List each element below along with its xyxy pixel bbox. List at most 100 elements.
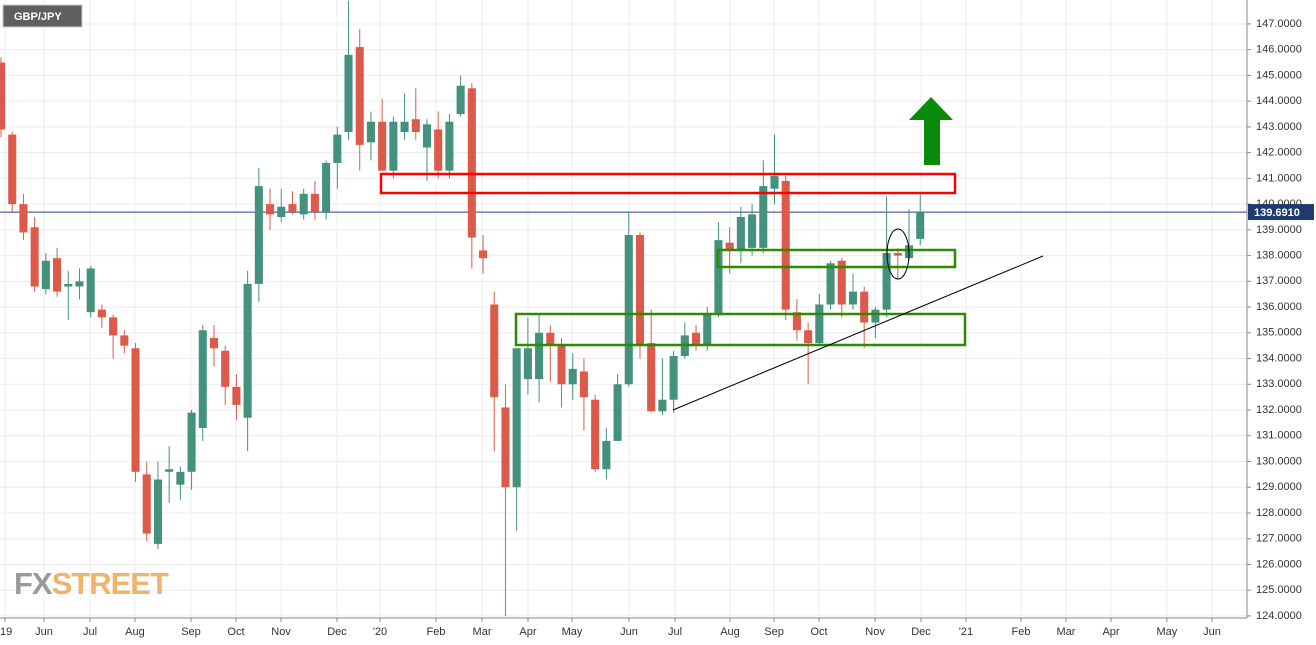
candle-body [871,309,880,323]
price-axis [1247,0,1316,645]
candle-body [467,88,476,238]
candle-body [86,268,95,313]
candle-body [310,193,319,212]
axes: 124.0000 125.0000 126.0000 127.0000 128.0000… [0,18,1314,638]
candle-body [826,263,835,305]
candle-body [221,350,230,387]
candle-body [400,121,409,133]
candle-body [557,345,566,385]
candle-body [355,47,364,145]
candle-body [848,291,858,305]
highlight-ellipse [886,228,910,280]
chart-title: GBP/JPY [14,11,62,23]
x-tick-label: Oct [227,626,244,638]
x-tick-label: May [562,626,583,638]
candle-body [792,312,801,331]
candle-body [288,204,297,212]
candle-body [523,348,532,380]
candle-body [97,309,106,318]
x-tick-label: Dec [911,626,931,638]
candle-body [366,121,375,143]
candle-body [445,121,454,171]
candle-body [535,332,544,380]
candle-body [131,348,140,472]
candle-body [75,281,84,287]
candle-body [209,337,219,349]
candle-body [893,253,902,256]
y-tick-label: 135.0000 [1256,327,1302,339]
x-tick-label: Aug [720,626,740,638]
candle-body [109,317,118,336]
candle-body [568,368,577,385]
candle-body [53,258,62,292]
candle-body [658,399,667,412]
y-tick-label: 126.0000 [1256,558,1302,570]
support-zone [716,248,957,269]
x-tick-label: Dec [327,626,347,638]
candle-body [479,250,488,259]
candle-body [299,193,308,215]
candle-body [624,234,633,385]
last-price-box [1248,204,1314,221]
candle-body [770,175,779,189]
candle-body [490,304,499,398]
support-zone [514,312,967,347]
y-tick-label: 129.0000 [1256,481,1302,493]
candle-body [860,291,869,323]
candle-body [916,212,925,239]
candle-body [691,332,701,346]
candle-body [669,355,678,400]
y-tick-label: 146.0000 [1256,44,1302,56]
candle-body [254,186,263,284]
candle-body [243,283,252,418]
x-tick-label: Nov [271,626,291,638]
resistance-zone [379,172,957,195]
candle-body [277,206,286,217]
candle-body [434,129,443,171]
candle-body [456,85,465,115]
candle-body [165,469,174,472]
y-tick-label: 138.0000 [1256,249,1302,261]
x-tick-label: Jun [35,626,53,638]
candle-body [232,386,241,405]
candle-body [30,227,39,287]
candle-body [266,204,275,215]
candle-body [8,134,17,205]
x-tick-label: '20 [373,626,387,638]
x-tick-label: Jul [668,626,682,638]
candle-body [837,260,846,305]
candle-body [389,121,398,171]
x-tick-label: Jul [83,626,97,638]
candle-body [322,162,331,212]
candle-body [804,330,813,344]
x-tick-label: Mar [1056,626,1075,638]
candle-body [512,348,521,488]
y-tick-label: 137.0000 [1256,275,1302,287]
candle-body [411,119,420,133]
candle-body [0,62,6,130]
y-tick-label: 133.0000 [1256,378,1302,390]
x-tick-label: Nov [865,626,885,638]
x-tick-label: '19 [0,626,12,638]
candle-body [591,399,600,470]
x-tick-label: Sep [764,626,784,638]
candle-body [635,234,645,346]
y-tick-label: 139.0000 [1256,224,1302,236]
watermark-part: FX [14,566,53,601]
y-tick-label: 132.0000 [1256,404,1302,416]
candles [0,0,925,616]
x-tick-label: Aug [125,626,145,638]
x-tick-label: Apr [1102,626,1119,638]
y-tick-label: 127.0000 [1256,533,1302,545]
x-tick-label: Feb [426,626,445,638]
candle-body [602,440,611,470]
y-tick-label: 136.0000 [1256,301,1302,313]
y-tick-label: 143.0000 [1256,121,1302,133]
candle-body [41,260,50,290]
candle-body [613,384,622,441]
candle-body [120,335,129,346]
x-tick-label: Jun [1203,626,1221,638]
candle-body [19,204,28,233]
